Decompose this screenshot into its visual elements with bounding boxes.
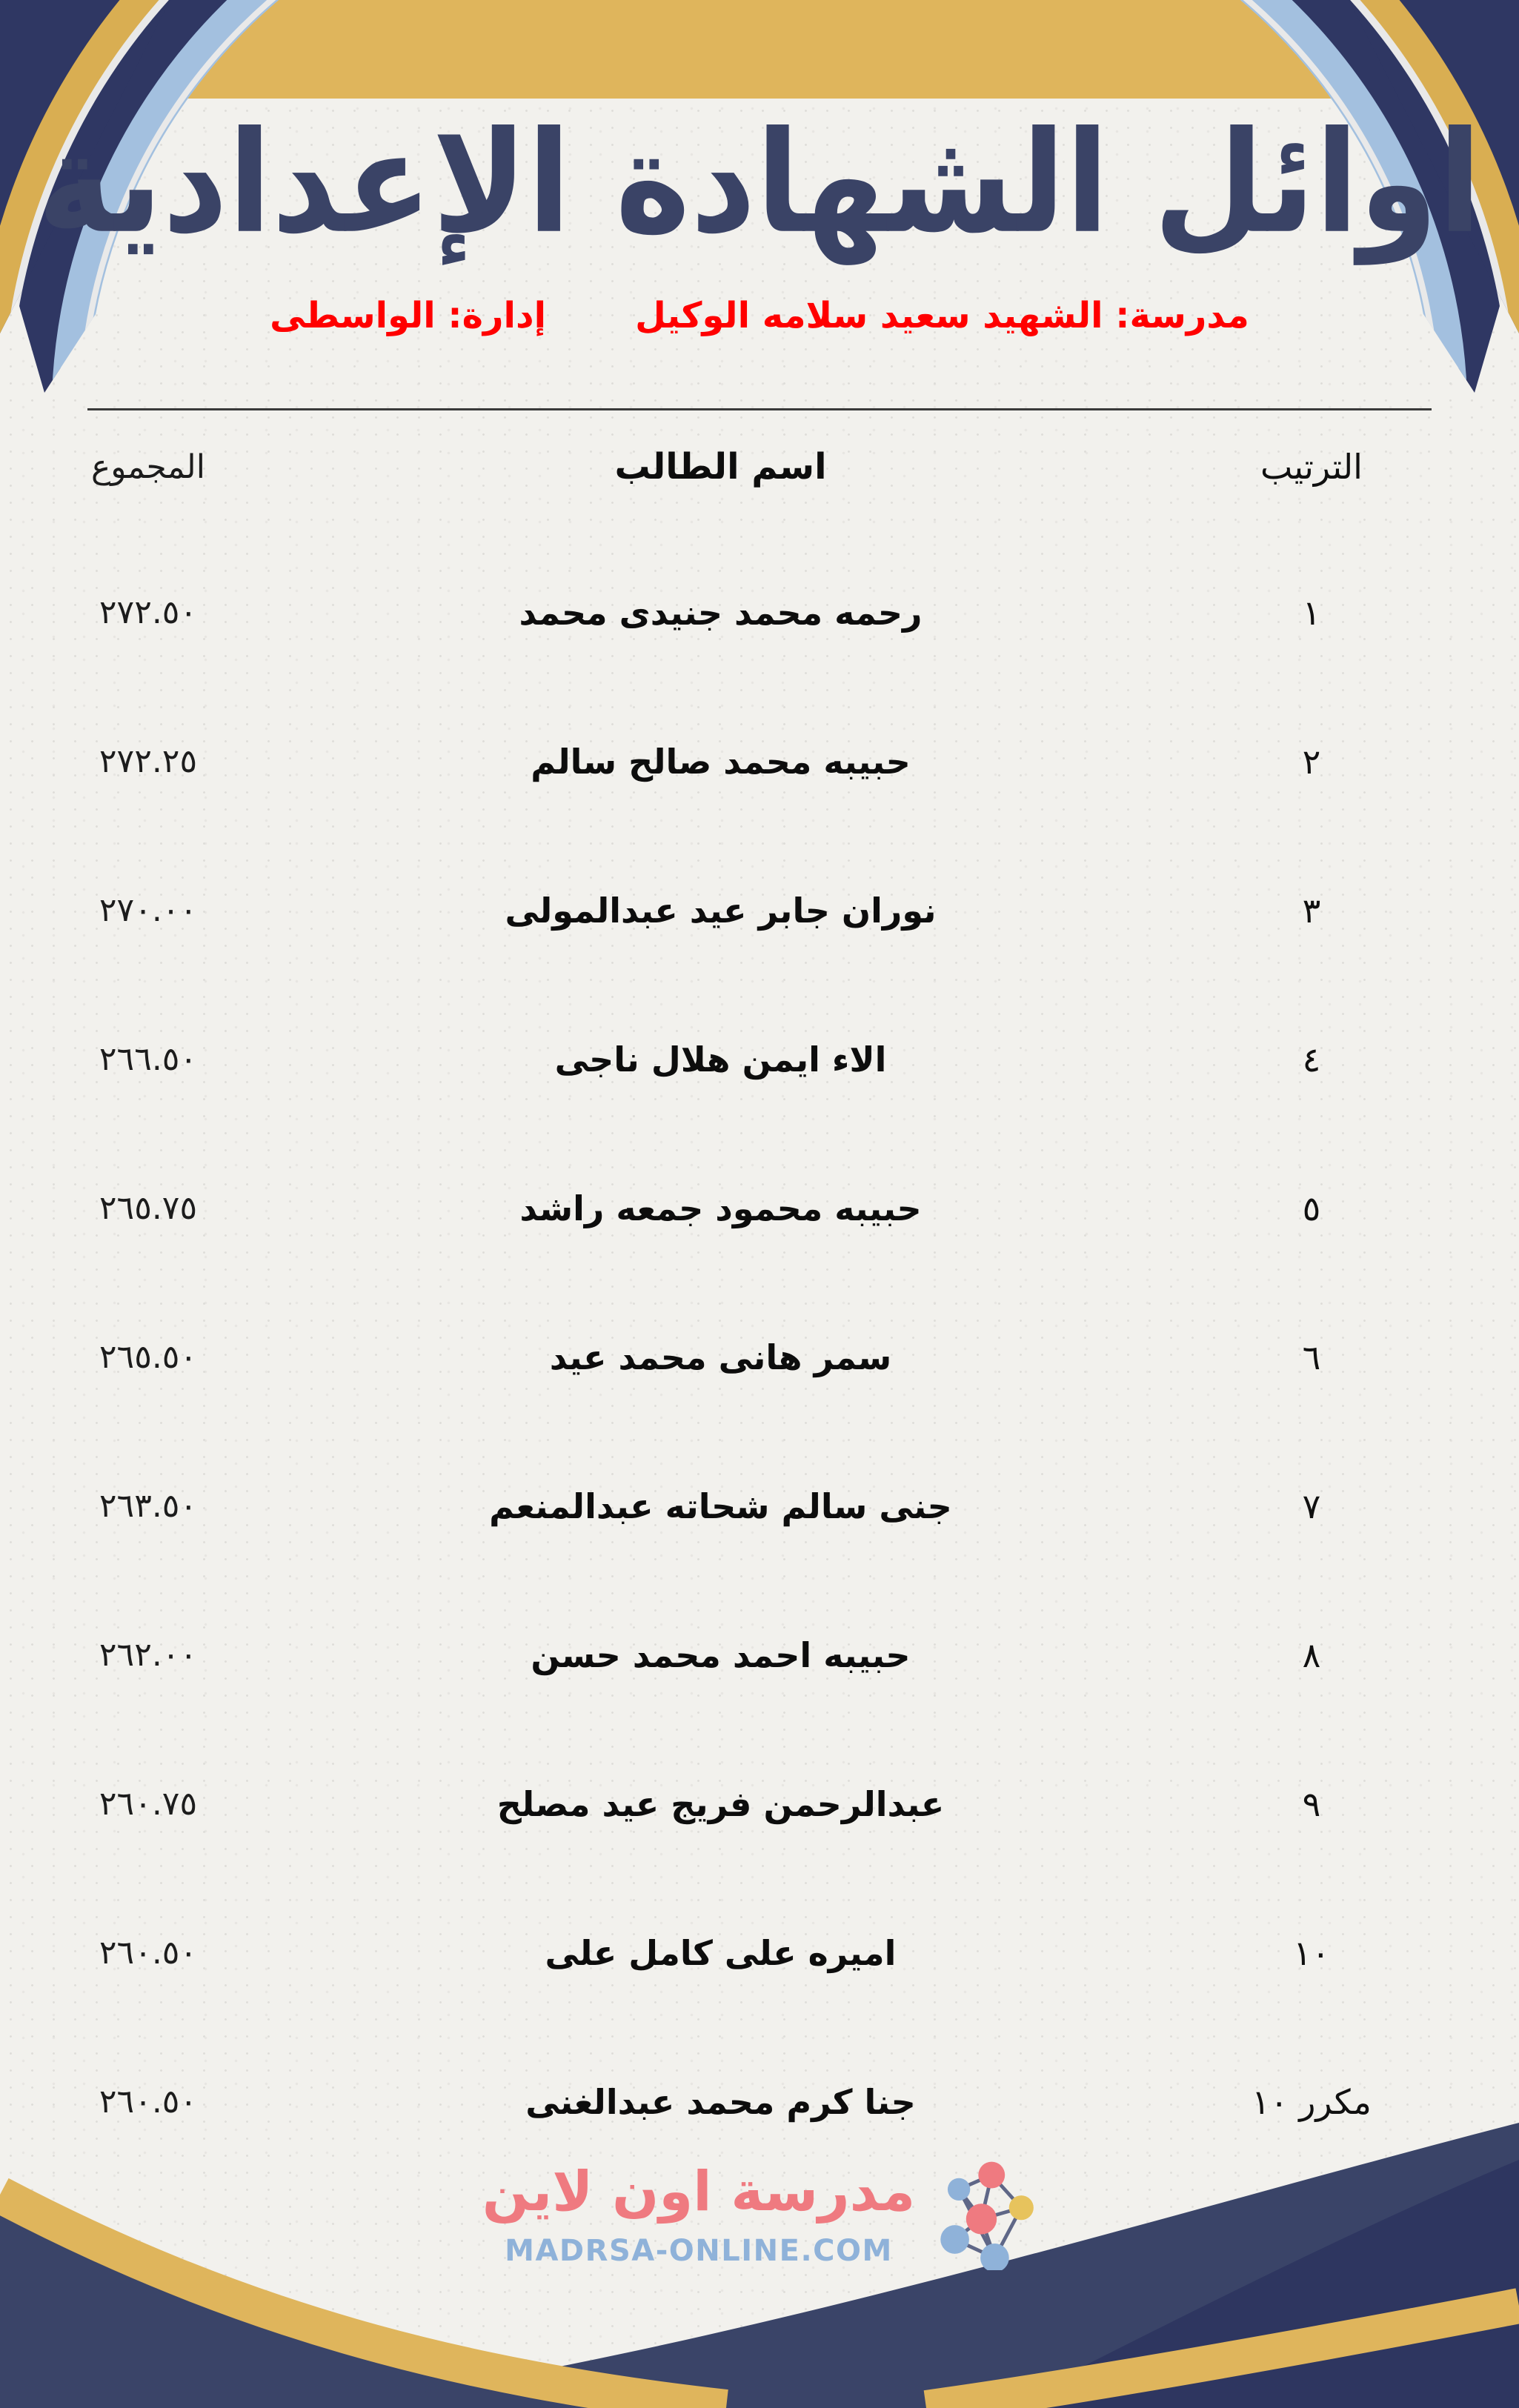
- table-row: ٩ عبدالرحمن فريج عيد مصلح ٢٦٠.٧٥: [44, 1729, 1434, 1878]
- table-row: ٤ الاء ايمن هلال ناجى ٢٦٦.٥٠: [44, 985, 1434, 1134]
- rank-cell: ١٠: [1293, 1932, 1330, 1973]
- student-name-cell: الاء ايمن هلال ناجى: [554, 1039, 887, 1080]
- student-name-cell: جنى سالم شحاته عبدالمنعم: [489, 1486, 952, 1526]
- rank-cell: ٧: [1302, 1486, 1321, 1526]
- total-cell: ٢٦٠.٥٠: [99, 1934, 198, 1972]
- logo-node-center: [965, 2204, 997, 2235]
- table-header-row: الترتيب اسم الطالب المجموع: [44, 445, 1434, 489]
- rank-cell: ٦: [1302, 1337, 1321, 1377]
- student-name-cell: نوران جابر عيد عبدالمولى: [505, 890, 937, 931]
- table-row: ٥ حبيبه محمود جمعه راشد ٢٦٥.٧٥: [44, 1134, 1434, 1283]
- table-row: ٨ حبيبه احمد محمد حسن ٢٦٢.٠٠: [44, 1580, 1434, 1729]
- student-name-cell: حبيبه محمود جمعه راشد: [519, 1188, 922, 1228]
- school-name: مدرسة: الشهيد سعيد سلامه الوكيل: [635, 295, 1249, 336]
- table-row: ٧ جنى سالم شحاته عبدالمنعم ٢٦٣.٥٠: [44, 1431, 1434, 1580]
- logo-node-top: [978, 2161, 1006, 2189]
- gold-ribbon-right: [923, 2288, 1519, 2408]
- rank-cell: مكرر ١٠: [1252, 2081, 1372, 2122]
- table-row: ٣ نوران جابر عيد عبدالمولى ٢٧٠.٠٠: [44, 836, 1434, 985]
- student-name-cell: رحمه محمد جنيدى محمد: [519, 592, 923, 633]
- total-cell: ٢٦٣.٥٠: [99, 1487, 198, 1525]
- brand-domain: MADRSA-ONLINE.COM: [505, 2234, 893, 2268]
- logo-node-upper-left: [948, 2178, 971, 2201]
- table-row: ٢ حبيبه محمد صالح سالم ٢٧٢.٢٥: [44, 687, 1434, 836]
- total-cell: ٢٦٠.٧٥: [99, 1785, 198, 1823]
- table-row: ١ رحمه محمد جنيدى محمد ٢٧٢.٥٠: [44, 538, 1434, 687]
- table-row: ١٠ اميره على كامل على ٢٦٠.٥٠: [44, 1878, 1434, 2027]
- brand-text: مدرسة اون لاين MADRSA-ONLINE.COM: [482, 2160, 915, 2268]
- rank-cell: ٤: [1302, 1039, 1321, 1080]
- logo-node-lower-left: [940, 2225, 970, 2254]
- student-name-cell: سمر هانى محمد عيد: [549, 1337, 892, 1377]
- administration-name: إدارة: الواسطى: [270, 295, 547, 336]
- student-name-cell: حبيبه احمد محمد حسن: [531, 1634, 911, 1675]
- total-column-header: المجموع: [91, 448, 205, 486]
- rank-cell: ٥: [1302, 1188, 1321, 1228]
- student-name-cell: اميره على كامل على: [545, 1932, 897, 1973]
- page-title: اوائل الشهادة الإعدادية: [37, 100, 1482, 265]
- brand-name-arabic: مدرسة اون لاين: [482, 2160, 916, 2224]
- header-divider: [87, 408, 1432, 410]
- rank-column-header: الترتيب: [1260, 447, 1363, 487]
- network-logo-icon: [940, 2161, 1034, 2270]
- rank-cell: ٣: [1302, 890, 1321, 931]
- table-row: مكرر ١٠ جنا كرم محمد عبدالغنى ٢٦٠.٥٠: [44, 2027, 1434, 2176]
- logo-node-bottom: [980, 2244, 1009, 2270]
- table-row: ٦ سمر هانى محمد عيد ٢٦٥.٥٠: [44, 1283, 1434, 1431]
- total-cell: ٢٦٠.٥٠: [99, 2083, 198, 2121]
- student-name-cell: جنا كرم محمد عبدالغنى: [525, 2081, 916, 2122]
- total-cell: ٢٦٥.٧٥: [99, 1189, 198, 1227]
- footer-brand: مدرسة اون لاين MADRSA-ONLINE.COM: [0, 2158, 1519, 2270]
- student-name-cell: حبيبه محمد صالح سالم: [531, 741, 911, 782]
- total-cell: ٢٧٢.٥٠: [99, 593, 198, 631]
- logo-node-right: [1008, 2195, 1034, 2221]
- rank-cell: ١: [1302, 592, 1321, 633]
- total-cell: ٢٧٠.٠٠: [99, 891, 198, 929]
- subtitle-line: مدرسة: الشهيد سعيد سلامه الوكيل إدارة: ا…: [0, 295, 1519, 336]
- name-column-header: اسم الطالب: [614, 446, 827, 488]
- rank-cell: ٩: [1302, 1783, 1321, 1824]
- student-name-cell: عبدالرحمن فريج عيد مصلح: [496, 1783, 945, 1824]
- results-rows: ١ رحمه محمد جنيدى محمد ٢٧٢.٥٠ ٢ حبيبه مح…: [44, 538, 1434, 2176]
- total-cell: ٢٦٦.٥٠: [99, 1040, 198, 1078]
- rank-cell: ٢: [1302, 741, 1321, 782]
- rank-cell: ٨: [1302, 1634, 1321, 1675]
- total-cell: ٢٦٥.٥٠: [99, 1338, 198, 1376]
- total-cell: ٢٦٢.٠٠: [99, 1636, 198, 1674]
- total-cell: ٢٧٢.٢٥: [99, 742, 198, 780]
